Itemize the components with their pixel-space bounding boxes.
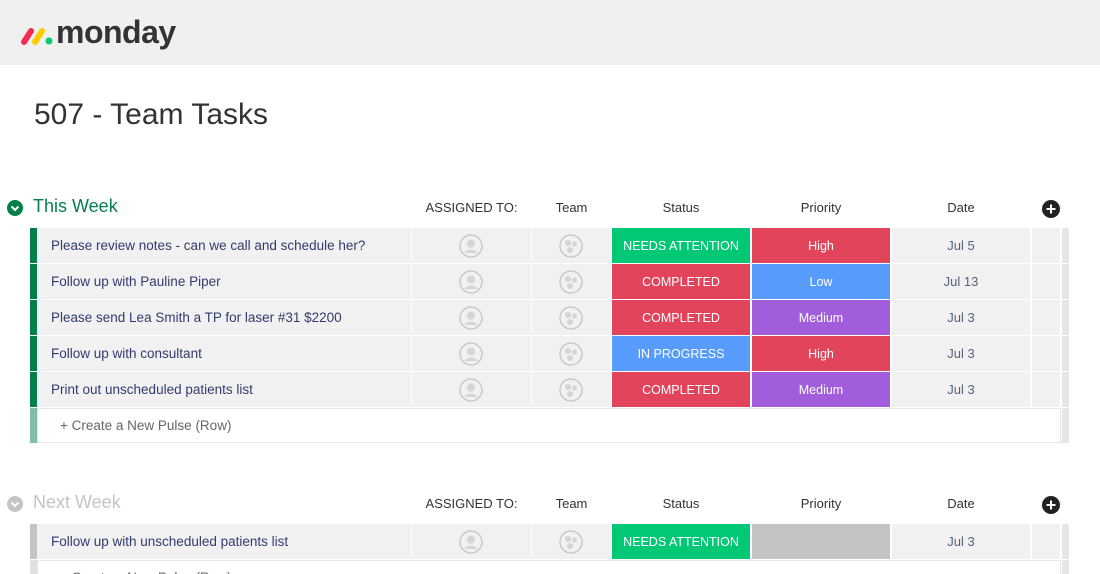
extra-cell [1032, 524, 1060, 559]
assignee-avatar[interactable] [459, 306, 483, 330]
date-cell[interactable]: Jul 3 [892, 372, 1030, 407]
column-header: Status [662, 496, 700, 511]
row-end [1062, 264, 1069, 299]
priority-cell[interactable] [752, 524, 890, 559]
task-name[interactable]: Follow up with unscheduled patients list [37, 524, 411, 559]
add-column[interactable] [1042, 200, 1060, 218]
row-bar [30, 524, 37, 559]
status-cell[interactable]: IN PROGRESS [612, 336, 750, 371]
status-cell[interactable]: COMPLETED [612, 300, 750, 335]
row-end [1062, 336, 1069, 371]
assignee-avatar[interactable] [459, 378, 483, 402]
team-avatar[interactable] [559, 342, 583, 366]
date-cell[interactable]: Jul 3 [892, 524, 1030, 559]
date-cell[interactable]: Jul 3 [892, 300, 1030, 335]
extra-cell [1032, 228, 1060, 263]
create-bar [30, 408, 37, 443]
top-bar [0, 0, 1100, 65]
column-header: Priority [800, 200, 842, 215]
status-cell[interactable]: COMPLETED [612, 264, 750, 299]
priority-cell[interactable]: Medium [752, 372, 890, 407]
task-name[interactable]: Print out unscheduled patients list [37, 372, 411, 407]
column-header: ASSIGNED TO: [425, 200, 518, 215]
team-avatar[interactable] [559, 270, 583, 294]
team-avatar[interactable] [559, 530, 583, 554]
row-end [1062, 408, 1069, 443]
row-end [1062, 524, 1069, 559]
column-header: Priority [800, 496, 842, 511]
extra-cell [1032, 372, 1060, 407]
row-bar [30, 264, 37, 299]
group-toggle[interactable] [7, 496, 23, 512]
assignee-avatar[interactable] [459, 234, 483, 258]
logo-text: monday [56, 14, 176, 50]
assignee-avatar[interactable] [459, 270, 483, 294]
board-title: 507 - Team Tasks [34, 98, 269, 131]
task-name[interactable]: Follow up with consultant [37, 336, 411, 371]
assignee-avatar[interactable] [459, 342, 483, 366]
status-cell[interactable]: COMPLETED [612, 372, 750, 407]
task-name[interactable]: Follow up with Pauline Piper [37, 264, 411, 299]
add-column[interactable] [1042, 496, 1060, 514]
task-name[interactable]: Please send Lea Smith a TP for laser #31… [37, 300, 411, 335]
team-avatar[interactable] [559, 234, 583, 258]
group-name[interactable]: This Week [33, 196, 118, 216]
row-bar [30, 372, 37, 407]
team-avatar[interactable] [559, 306, 583, 330]
logo-mark [21, 28, 53, 45]
priority-cell[interactable]: Low [752, 264, 890, 299]
extra-cell [1032, 264, 1060, 299]
column-header: Date [947, 496, 975, 511]
date-cell[interactable]: Jul 3 [892, 336, 1030, 371]
column-header: ASSIGNED TO: [425, 496, 518, 511]
column-header: Date [947, 200, 975, 215]
priority-cell[interactable]: High [752, 336, 890, 371]
extra-cell [1032, 300, 1060, 335]
create-bar [30, 560, 37, 574]
team-avatar[interactable] [559, 378, 583, 402]
create-row[interactable]: + Create a New Pulse (Row) [37, 560, 1061, 574]
row-bar [30, 228, 37, 263]
priority-cell[interactable]: Medium [752, 300, 890, 335]
assignee-avatar[interactable] [459, 530, 483, 554]
create-row[interactable]: + Create a New Pulse (Row) [37, 408, 1061, 443]
row-end [1062, 228, 1069, 263]
row-end [1062, 372, 1069, 407]
extra-cell [1032, 336, 1060, 371]
column-header: Team [555, 200, 588, 215]
group-name[interactable]: Next Week [33, 492, 121, 512]
status-cell[interactable]: NEEDS ATTENTION [612, 524, 750, 559]
group-toggle[interactable] [7, 200, 23, 216]
column-header: Status [662, 200, 700, 215]
priority-cell[interactable]: High [752, 228, 890, 263]
status-cell[interactable]: NEEDS ATTENTION [612, 228, 750, 263]
row-end [1062, 300, 1069, 335]
row-bar [30, 336, 37, 371]
row-bar [30, 300, 37, 335]
date-cell[interactable]: Jul 13 [892, 264, 1030, 299]
row-end [1062, 560, 1069, 574]
column-header: Team [555, 496, 588, 511]
task-name[interactable]: Please review notes - can we call and sc… [37, 228, 411, 263]
date-cell[interactable]: Jul 5 [892, 228, 1030, 263]
